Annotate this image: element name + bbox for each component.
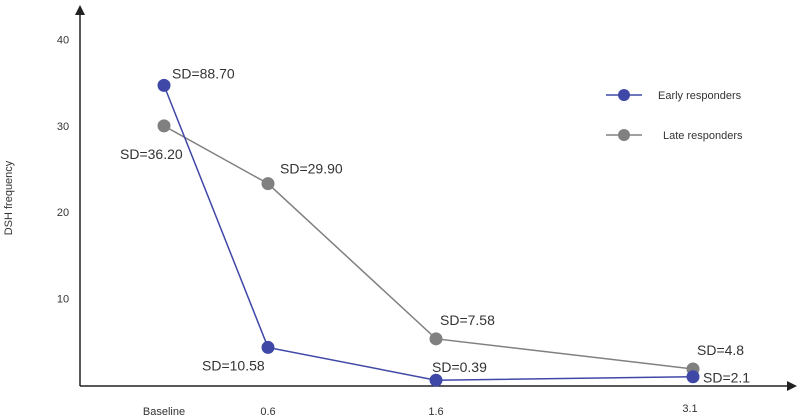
sd-label: SD=0.39	[432, 359, 487, 375]
x-tick-label: 1.6	[428, 406, 443, 418]
y-tick-label: 30	[57, 121, 69, 133]
data-point-late	[429, 332, 443, 346]
legend-label: Late responders	[663, 130, 743, 142]
sd-label: SD=29.90	[280, 161, 343, 177]
sd-label: SD=2.1	[703, 370, 750, 386]
data-point-late	[261, 177, 275, 191]
data-point-early	[157, 78, 171, 92]
x-tick-label: Baseline	[143, 406, 185, 418]
series-group	[157, 78, 700, 387]
legend-label: Early responders	[658, 90, 742, 102]
y-tick-labels: 10 20 30 40	[57, 35, 69, 306]
sd-label: SD=10.58	[202, 357, 265, 373]
sd-label: SD=4.8	[697, 342, 744, 358]
legend-marker	[618, 129, 630, 141]
x-tick-label: 3.1	[682, 403, 697, 415]
x-tick-labels: Baseline 0.6 1.6 3.1	[143, 403, 698, 418]
sd-labels: SD=88.70 SD=10.58 SD=0.39 SD=2.1 SD=36.20 SD=…	[120, 65, 750, 385]
y-tick-label: 20	[57, 207, 69, 219]
legend-marker	[618, 89, 630, 101]
sd-label: SD=7.58	[440, 312, 495, 328]
legend: Early responders Late responders	[606, 89, 743, 142]
data-point-early	[261, 340, 275, 354]
sd-label: SD=36.20	[120, 146, 183, 162]
y-tick-label: 40	[57, 35, 69, 47]
y-axis-label: DSH frequency	[3, 160, 15, 235]
sd-label: SD=88.70	[172, 65, 235, 81]
x-tick-label: 0.6	[260, 406, 275, 418]
data-point-early	[686, 370, 700, 384]
data-point-early	[429, 373, 443, 387]
y-tick-label: 10	[57, 293, 69, 305]
data-point-late	[157, 119, 171, 133]
series-line-early	[163, 85, 694, 381]
series-line-late	[163, 125, 694, 370]
